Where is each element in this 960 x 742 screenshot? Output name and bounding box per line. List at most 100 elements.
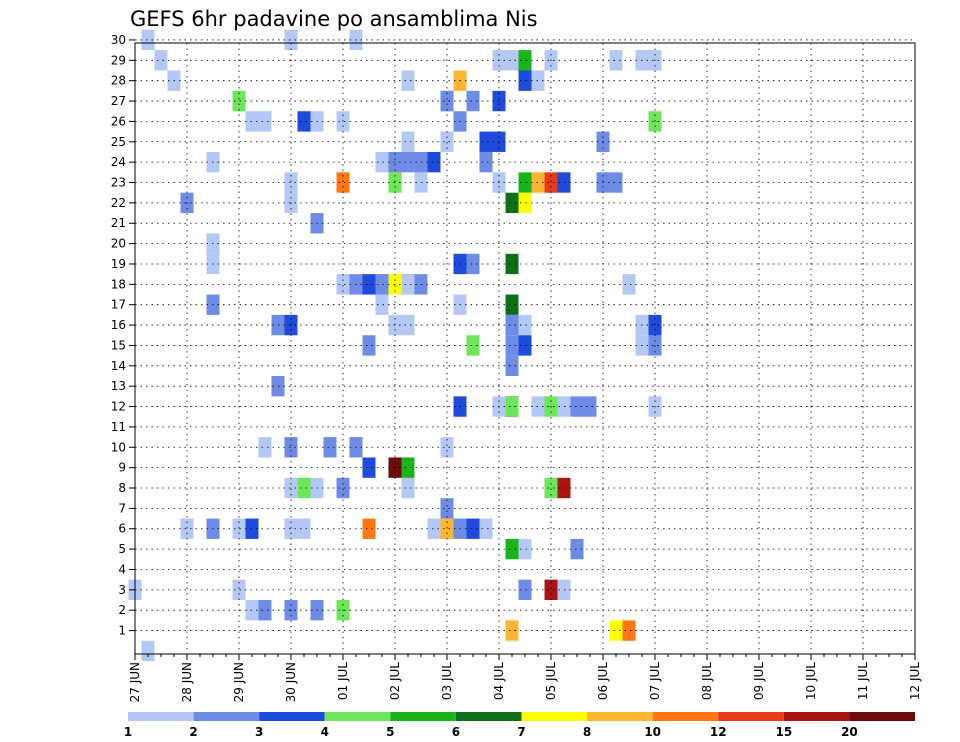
heatmap-cell bbox=[518, 538, 532, 560]
x-tick-label: 10 JUL bbox=[804, 662, 818, 700]
y-tick-label: 14 bbox=[111, 359, 126, 373]
legend-tick-label: 4 bbox=[321, 725, 329, 739]
heatmap-cell bbox=[284, 437, 298, 458]
x-tick-label: 28 JUN bbox=[180, 662, 194, 702]
y-tick-label: 2 bbox=[118, 603, 126, 617]
heatmap-cell bbox=[440, 131, 454, 152]
y-tick-label: 22 bbox=[111, 196, 126, 210]
y-tick-label: 30 bbox=[111, 33, 126, 47]
heatmap-cell bbox=[180, 518, 194, 539]
y-tick-label: 23 bbox=[111, 176, 126, 190]
legend-tick-label: 1 bbox=[124, 725, 132, 739]
heatmap-cell bbox=[518, 50, 532, 71]
heatmap-cell bbox=[362, 335, 376, 356]
legend-tick-label: 15 bbox=[775, 725, 792, 739]
heatmap-cell bbox=[518, 335, 532, 356]
y-tick-label: 12 bbox=[111, 400, 126, 414]
heatmap-cell bbox=[141, 640, 155, 662]
heatmap-cell bbox=[440, 498, 454, 519]
x-tick-label: 07 JUL bbox=[648, 662, 662, 700]
heatmap-cell bbox=[401, 131, 415, 152]
heatmap-cell bbox=[297, 477, 311, 499]
heatmap-cell bbox=[232, 90, 246, 112]
heatmap-cell bbox=[609, 620, 623, 641]
x-tick-label: 05 JUL bbox=[544, 662, 558, 700]
heatmap-cell bbox=[284, 477, 298, 499]
legend-swatch bbox=[455, 712, 522, 721]
heatmap-cell bbox=[544, 172, 558, 193]
heatmap-cell bbox=[479, 131, 493, 152]
heatmap-cell bbox=[375, 274, 389, 295]
grid-lines bbox=[135, 39, 915, 654]
heatmap-cell bbox=[609, 50, 623, 71]
y-tick-label: 10 bbox=[111, 440, 126, 454]
heatmap-cell bbox=[505, 538, 519, 560]
x-tick-label: 09 JUL bbox=[752, 662, 766, 700]
heatmap-cell bbox=[609, 172, 623, 193]
heatmap-cell bbox=[505, 396, 519, 417]
y-tick-label: 16 bbox=[111, 318, 126, 332]
heatmap-cell bbox=[141, 29, 155, 51]
heatmap-cell bbox=[232, 518, 246, 539]
y-tick-label: 15 bbox=[111, 338, 126, 352]
heatmap-cell bbox=[505, 192, 519, 214]
x-tick-label: 30 JUN bbox=[284, 662, 298, 702]
heatmap-cell bbox=[362, 518, 376, 539]
y-tick-label: 17 bbox=[111, 298, 126, 312]
legend-tick-label: 20 bbox=[841, 725, 858, 739]
x-tick-label: 06 JUL bbox=[596, 662, 610, 700]
legend-tick-label: 5 bbox=[386, 725, 394, 739]
heatmap-cell bbox=[323, 437, 337, 458]
heatmap-cell bbox=[518, 70, 532, 91]
heatmap-cell bbox=[505, 335, 519, 356]
legend-tick-label: 3 bbox=[255, 725, 263, 739]
heatmap-cell bbox=[284, 518, 298, 539]
heatmap-cell bbox=[362, 457, 376, 478]
heatmap-cell bbox=[336, 172, 350, 193]
heatmap-cell bbox=[154, 50, 168, 71]
heatmap-cell bbox=[505, 620, 519, 641]
legend-swatch bbox=[652, 712, 719, 721]
y-tick-label: 4 bbox=[118, 562, 126, 576]
x-tick-label: 12 JUL bbox=[908, 662, 922, 700]
heatmap-cell bbox=[466, 90, 480, 112]
heatmap-cell bbox=[440, 518, 454, 539]
y-tick-label: 9 bbox=[118, 461, 126, 475]
legend-tick-label: 10 bbox=[644, 725, 661, 739]
legend-swatch bbox=[587, 712, 653, 721]
heatmap-cell bbox=[284, 314, 298, 336]
heatmap-cell bbox=[401, 477, 415, 499]
heatmap-cell bbox=[258, 111, 272, 132]
color-legend: 1 2 3 4 5 6 7 8 10 12 15 20 bbox=[124, 712, 915, 739]
y-tick-label: 13 bbox=[111, 379, 126, 393]
x-tick-label: 08 JUL bbox=[700, 662, 714, 700]
legend-swatch bbox=[521, 712, 588, 721]
y-tick-label: 1 bbox=[118, 624, 126, 638]
heatmap-cell bbox=[505, 253, 519, 275]
x-tick-label: 02 JUL bbox=[388, 662, 402, 700]
legend-tick-label: 8 bbox=[583, 725, 591, 739]
y-tick-label: 25 bbox=[111, 135, 126, 149]
heatmap-cell bbox=[505, 50, 519, 71]
heatmap-cell bbox=[466, 253, 480, 275]
y-tick-label: 21 bbox=[111, 216, 126, 230]
legend-tick-label: 6 bbox=[452, 725, 460, 739]
heatmap-cell bbox=[232, 579, 246, 601]
x-axis: 27 JUN 28 JUN 29 JUN 30 JUN 01 JUL 02 JUL 03 J… bbox=[128, 654, 922, 702]
heatmap-cell bbox=[427, 518, 441, 539]
heatmap-cell bbox=[427, 151, 441, 173]
x-tick-label: 04 JUL bbox=[492, 662, 506, 700]
y-tick-label: 20 bbox=[111, 237, 126, 251]
chart-title: GEFS 6hr padavine po ansamblima Nis bbox=[130, 7, 538, 31]
y-axis: 1234567891011121314151617181920212223242… bbox=[111, 33, 135, 638]
heatmap-cell bbox=[284, 172, 298, 193]
heatmap-cell bbox=[362, 274, 376, 295]
y-tick-label: 8 bbox=[118, 481, 126, 495]
heatmap-cell bbox=[375, 151, 389, 173]
heatmap-cell bbox=[648, 335, 662, 356]
y-tick-label: 28 bbox=[111, 74, 126, 88]
heatmap-cell bbox=[375, 294, 389, 315]
legend-swatch bbox=[849, 712, 915, 721]
legend-tick-label: 12 bbox=[710, 725, 727, 739]
heatmap-cell bbox=[440, 437, 454, 458]
